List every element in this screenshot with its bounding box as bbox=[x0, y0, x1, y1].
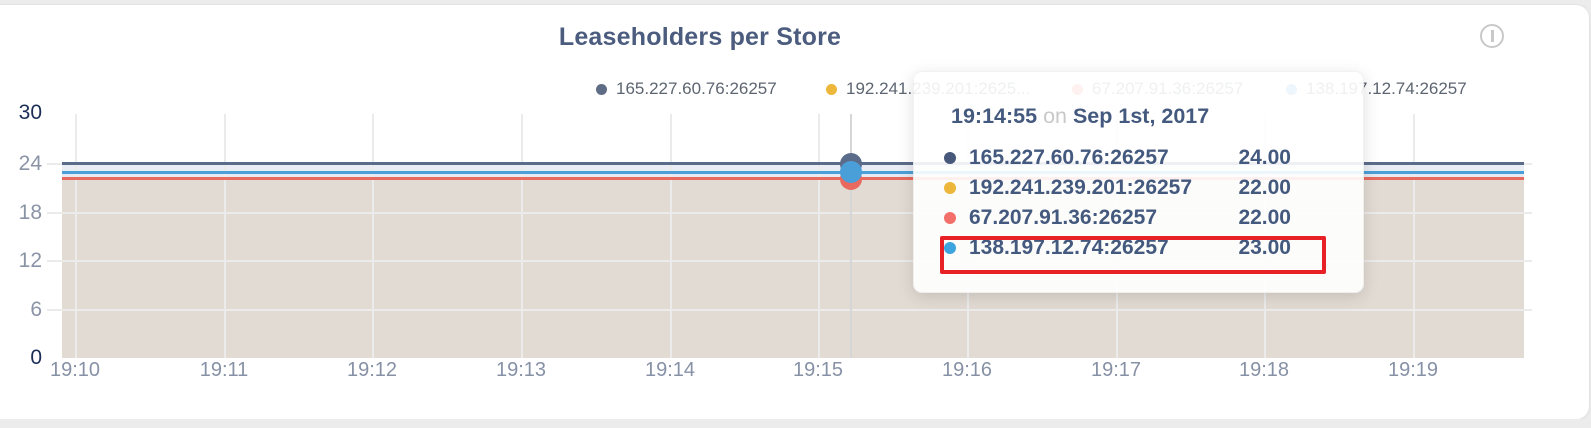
legend-dot-icon bbox=[826, 83, 837, 95]
x-axis-label: 19:14 bbox=[644, 359, 696, 381]
tooltip-row: 165.227.60.76:26257 24.00 bbox=[944, 143, 1291, 173]
y-axis-label: 12 bbox=[18, 249, 42, 272]
series-line-138-197-12-74[interactable] bbox=[62, 171, 1524, 174]
area-fill-band-24-23 bbox=[62, 164, 1524, 172]
highlight-box bbox=[940, 236, 1326, 274]
series-dot-icon bbox=[944, 152, 956, 164]
page-background-strip bbox=[0, 419, 1591, 428]
x-axis-label: 19:15 bbox=[792, 359, 844, 381]
x-axis-label: 19:10 bbox=[49, 359, 101, 381]
y-axis-label: 30 bbox=[18, 101, 42, 124]
hover-crosshair-line bbox=[850, 114, 852, 358]
tooltip-row: 67.207.91.36:26257 22.00 bbox=[944, 203, 1291, 233]
gridline-vertical bbox=[75, 114, 77, 358]
tooltip-row-highlighted: 138.197.12.74:26257 23.00 bbox=[944, 233, 1291, 263]
x-axis-label: 19:12 bbox=[346, 359, 398, 381]
tooltip-row-label: 138.197.12.74:26257 bbox=[969, 236, 1169, 259]
tooltip-timestamp: 19:14:55 on Sep 1st, 2017 bbox=[951, 104, 1209, 129]
tooltip-row-label: 192.241.239.201:26257 bbox=[969, 176, 1193, 199]
hover-marker-blue bbox=[840, 161, 862, 183]
area-fill-band-23-22 bbox=[62, 172, 1524, 180]
legend-dot-icon bbox=[596, 83, 607, 95]
y-axis-label: 0 bbox=[30, 346, 42, 369]
x-axis-label: 19:16 bbox=[941, 359, 993, 381]
tooltip-row: 192.241.239.201:26257 22.00 bbox=[944, 173, 1291, 203]
y-axis-label: 6 bbox=[30, 298, 42, 321]
gridline-horizontal bbox=[47, 309, 1532, 311]
gridline-horizontal bbox=[47, 212, 1532, 214]
y-axis-label: 24 bbox=[18, 152, 42, 175]
x-axis-label: 19:17 bbox=[1090, 359, 1142, 381]
chart-title: Leaseholders per Store bbox=[558, 23, 842, 51]
legend-label: 165.227.60.76:26257 bbox=[616, 79, 777, 98]
gridline-vertical bbox=[1413, 114, 1415, 358]
alert-bar bbox=[1491, 30, 1494, 42]
x-axis-label: 19:18 bbox=[1238, 359, 1290, 381]
series-dot-icon bbox=[944, 182, 956, 194]
gridline-vertical bbox=[818, 114, 820, 358]
series-line-165-227-60-76[interactable] bbox=[62, 162, 1524, 165]
gridline-horizontal bbox=[47, 260, 1532, 262]
tooltip-on-word: on bbox=[1043, 104, 1067, 128]
series-line-67-207-91-36[interactable] bbox=[62, 177, 1524, 180]
gridline-vertical bbox=[372, 114, 374, 358]
chart-tooltip: 19:14:55 on Sep 1st, 2017 165.227.60.76:… bbox=[913, 71, 1364, 293]
tooltip-row-label: 67.207.91.36:26257 bbox=[969, 206, 1158, 229]
x-axis-label: 19:11 bbox=[199, 359, 249, 381]
tooltip-date: Sep 1st, 2017 bbox=[1072, 104, 1210, 128]
alert-circle-icon[interactable] bbox=[1480, 24, 1504, 48]
tooltip-row-value: 24.00 bbox=[1238, 146, 1291, 169]
x-axis-label: 19:19 bbox=[1387, 359, 1439, 381]
y-axis-label: 18 bbox=[18, 201, 42, 224]
gridline-vertical bbox=[224, 114, 226, 358]
series-dot-icon bbox=[944, 242, 956, 254]
tooltip-row-label: 165.227.60.76:26257 bbox=[969, 146, 1169, 169]
tooltip-row-value: 22.00 bbox=[1238, 176, 1291, 199]
x-axis-label: 19:13 bbox=[495, 359, 547, 381]
legend-item[interactable]: 165.227.60.76:26257 bbox=[596, 79, 777, 99]
tooltip-time: 19:14:55 bbox=[951, 104, 1038, 128]
tooltip-row-value: 23.00 bbox=[1238, 236, 1291, 259]
gridline-vertical bbox=[670, 114, 672, 358]
series-dot-icon bbox=[944, 212, 956, 224]
gridline-vertical bbox=[521, 114, 523, 358]
tooltip-row-value: 22.00 bbox=[1238, 206, 1291, 229]
